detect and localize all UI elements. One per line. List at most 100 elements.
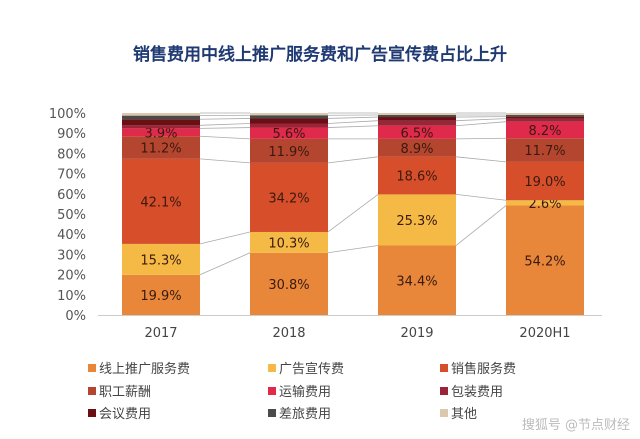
data-label: 34.2% <box>268 191 309 206</box>
legend-swatch <box>268 386 276 395</box>
data-label: 8.2% <box>528 124 561 139</box>
data-label: 19.0% <box>524 175 565 190</box>
bar-segment <box>378 156 456 195</box>
bar-segment <box>250 252 328 315</box>
bar-segment <box>506 118 584 122</box>
y-tick-label: 80% <box>57 147 86 162</box>
y-tick-label: 0% <box>65 309 86 324</box>
legend-swatch <box>268 408 276 417</box>
connector-line <box>327 156 379 164</box>
bar-segment <box>506 205 584 315</box>
bar-segment <box>250 123 328 128</box>
connector-line <box>455 137 507 140</box>
connector-line <box>199 123 251 126</box>
bar-segment <box>506 121 584 139</box>
bar-segment <box>122 128 200 137</box>
data-label: 2.6% <box>528 197 561 212</box>
y-tick-label: 10% <box>57 289 86 304</box>
data-label: 3.9% <box>144 126 177 141</box>
legend-item: 线上推广服务费 <box>88 358 190 377</box>
x-tick-label: 2018 <box>272 326 305 341</box>
bar-segment <box>378 115 456 118</box>
legend-item: 包装费用 <box>440 381 503 400</box>
legend-label: 其他 <box>451 407 478 422</box>
bar-segment <box>122 113 200 116</box>
bar-segment <box>122 115 200 120</box>
connector-line <box>199 118 251 120</box>
bar-segment <box>250 231 328 253</box>
legend-swatch <box>440 386 448 395</box>
bar-segment <box>250 113 328 116</box>
legend-swatch <box>440 363 448 372</box>
data-label: 11.2% <box>140 142 181 157</box>
connector-line <box>199 252 251 276</box>
legend-label: 销售服务费 <box>451 362 517 377</box>
x-tick-label: 2017 <box>144 326 177 341</box>
bar-segment <box>378 194 456 246</box>
bar-segment <box>122 125 200 129</box>
legend-label: 差旅费用 <box>279 407 332 422</box>
connector-line <box>327 245 379 254</box>
legend-swatch <box>88 386 96 395</box>
y-tick-label: 60% <box>57 188 86 203</box>
bar-segment <box>250 162 328 232</box>
data-label: 25.3% <box>396 214 437 229</box>
bar-segment <box>250 127 328 139</box>
data-label: 10.3% <box>268 236 309 251</box>
chart-title: 销售费用中线上推广服务费和广告宣传费占比上升 <box>133 45 507 65</box>
connector-line <box>455 118 507 122</box>
legend-label: 广告宣传费 <box>279 362 345 377</box>
legend-item: 差旅费用 <box>268 403 331 422</box>
bar-segment <box>378 245 456 315</box>
connector-line <box>199 231 251 245</box>
y-tick-label: 20% <box>57 269 86 284</box>
data-label: 34.4% <box>396 274 437 289</box>
legend-swatch <box>440 408 448 417</box>
legend-label: 运输费用 <box>279 385 332 400</box>
legend-label: 会议费用 <box>99 407 152 422</box>
y-tick-label: 90% <box>57 127 86 142</box>
y-tick-label: 100% <box>49 107 86 122</box>
connector-line <box>455 156 507 163</box>
bar-segment <box>250 118 328 124</box>
data-label: 18.6% <box>396 170 437 185</box>
x-tick-label: 2019 <box>400 326 433 341</box>
bar-segment <box>506 138 584 162</box>
legend-label: 线上推广服务费 <box>99 362 191 377</box>
legend-item: 会议费用 <box>88 403 151 422</box>
bar-segment <box>122 274 200 315</box>
bar-segment <box>122 158 200 244</box>
connector-line <box>199 127 251 129</box>
data-label: 30.8% <box>268 278 309 293</box>
legend-item: 运输费用 <box>268 381 331 400</box>
data-label: 11.7% <box>524 144 565 159</box>
legend-label: 包装费用 <box>451 385 504 400</box>
bar-segment <box>378 120 456 126</box>
bar-segment <box>122 119 200 126</box>
data-label: 5.6% <box>272 127 305 142</box>
bar-segment <box>378 117 456 121</box>
data-label: 15.3% <box>140 253 181 268</box>
bar-segment <box>378 125 456 139</box>
bar-segment <box>506 161 584 201</box>
bar-segment <box>122 136 200 159</box>
y-tick-label: 40% <box>57 228 86 243</box>
bar-segment <box>506 113 584 116</box>
legend-item: 销售服务费 <box>440 358 516 377</box>
bar-segment <box>506 115 584 117</box>
bar-segment <box>506 116 584 119</box>
connector-line <box>455 194 507 201</box>
data-label: 11.9% <box>268 145 309 160</box>
data-label: 19.9% <box>140 289 181 304</box>
watermark: 搜狐号 @节点财经 <box>521 418 630 433</box>
legend-item: 职工薪酬 <box>88 381 151 400</box>
legend-swatch <box>268 363 276 372</box>
connector-line <box>455 121 507 127</box>
connector-line <box>327 125 379 128</box>
legend-swatch <box>88 363 96 372</box>
y-tick-label: 50% <box>57 208 86 223</box>
connector-line <box>199 158 251 164</box>
legend-swatch <box>88 408 96 417</box>
bar-segment <box>378 138 456 157</box>
